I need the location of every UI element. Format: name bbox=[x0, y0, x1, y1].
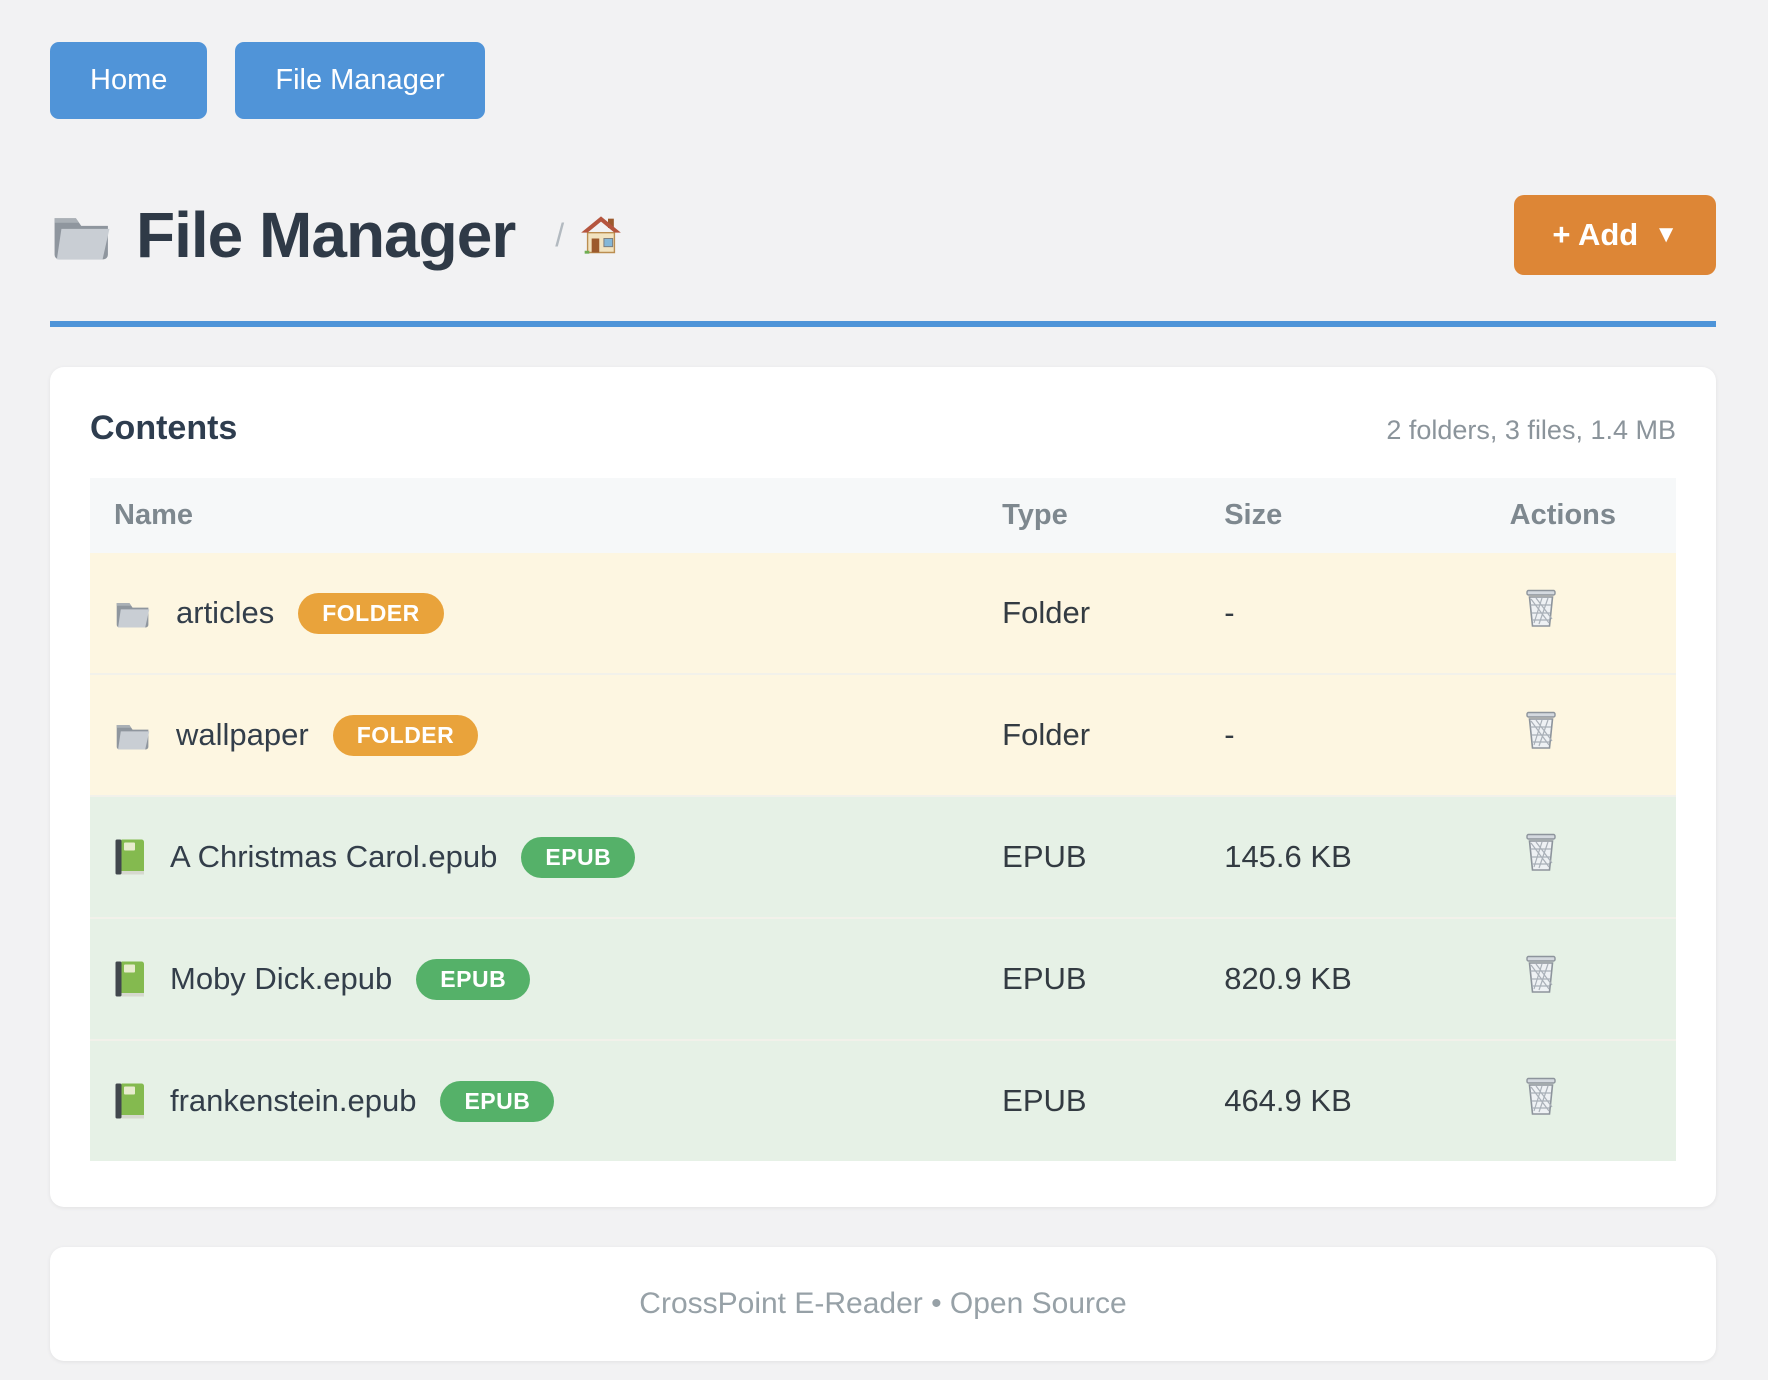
top-nav: Home File Manager bbox=[50, 42, 1716, 119]
folder-icon bbox=[116, 603, 150, 628]
accent-divider bbox=[50, 321, 1716, 327]
trash-icon bbox=[1525, 833, 1556, 871]
item-size: - bbox=[1224, 595, 1235, 630]
item-type: Folder bbox=[1002, 717, 1091, 752]
breadcrumb-separator: / bbox=[555, 216, 565, 253]
delete-button[interactable] bbox=[1510, 589, 1560, 629]
footer-text: CrossPoint E-Reader • Open Source bbox=[639, 1287, 1127, 1320]
add-button[interactable]: + Add ▼ bbox=[1514, 195, 1716, 275]
footer: CrossPoint E-Reader • Open Source bbox=[50, 1247, 1716, 1361]
table-row: wallpaper FOLDER Folder - bbox=[90, 674, 1676, 796]
item-type: Folder bbox=[1002, 595, 1091, 630]
type-badge: EPUB bbox=[416, 958, 531, 1000]
item-name[interactable]: frankenstein.epub bbox=[170, 1083, 417, 1118]
item-type: EPUB bbox=[1002, 839, 1087, 874]
table-row: frankenstein.epub EPUB EPUB 464.9 KB bbox=[90, 1040, 1676, 1161]
page-title: File Manager bbox=[136, 199, 516, 271]
nav-home-button[interactable]: Home bbox=[50, 42, 208, 119]
folder-icon bbox=[54, 218, 110, 260]
folder-link[interactable]: wallpaper FOLDER bbox=[114, 714, 954, 756]
item-name[interactable]: wallpaper bbox=[176, 717, 309, 752]
title-wrap: File Manager / bbox=[50, 198, 622, 272]
column-header-size: Size bbox=[1200, 478, 1486, 553]
column-header-actions: Actions bbox=[1485, 478, 1676, 553]
trash-icon bbox=[1525, 711, 1556, 749]
file-link[interactable]: A Christmas Carol.epub EPUB bbox=[114, 836, 954, 878]
folder-icon bbox=[116, 725, 150, 750]
contents-title: Contents bbox=[90, 409, 238, 447]
delete-button[interactable] bbox=[1510, 955, 1560, 995]
item-type: EPUB bbox=[1002, 961, 1087, 996]
file-link[interactable]: Moby Dick.epub EPUB bbox=[114, 958, 954, 1000]
book-icon bbox=[115, 839, 144, 875]
item-size: 464.9 KB bbox=[1224, 1083, 1352, 1118]
delete-button[interactable] bbox=[1510, 1077, 1560, 1117]
type-badge: EPUB bbox=[440, 1080, 555, 1122]
type-badge: FOLDER bbox=[298, 592, 444, 634]
delete-button[interactable] bbox=[1510, 833, 1560, 873]
home-icon[interactable] bbox=[580, 215, 622, 255]
trash-icon bbox=[1525, 955, 1556, 993]
book-icon bbox=[115, 1083, 144, 1119]
type-badge: EPUB bbox=[521, 836, 636, 878]
type-badge: FOLDER bbox=[332, 714, 479, 756]
folder-link[interactable]: articles FOLDER bbox=[114, 592, 954, 634]
file-table: Name Type Size Actions articles FOLDER bbox=[90, 478, 1676, 1161]
delete-button[interactable] bbox=[1510, 711, 1560, 751]
page-header: File Manager / + Add ▼ bbox=[50, 195, 1716, 275]
contents-card: Contents 2 folders, 3 files, 1.4 MB Name… bbox=[50, 367, 1716, 1207]
file-link[interactable]: frankenstein.epub EPUB bbox=[114, 1080, 954, 1122]
column-header-name: Name bbox=[90, 478, 979, 553]
breadcrumb: / bbox=[555, 215, 622, 255]
contents-card-header: Contents 2 folders, 3 files, 1.4 MB bbox=[90, 409, 1676, 448]
table-row: articles FOLDER Folder - bbox=[90, 553, 1676, 674]
trash-icon bbox=[1525, 589, 1556, 627]
trash-icon bbox=[1525, 1077, 1556, 1115]
chevron-down-icon: ▼ bbox=[1654, 221, 1678, 248]
nav-file-manager-button[interactable]: File Manager bbox=[235, 42, 485, 119]
table-row: Moby Dick.epub EPUB EPUB 820.9 KB bbox=[90, 918, 1676, 1040]
table-row: A Christmas Carol.epub EPUB EPUB 145.6 K… bbox=[90, 796, 1676, 918]
item-size: 820.9 KB bbox=[1224, 961, 1352, 996]
contents-summary: 2 folders, 3 files, 1.4 MB bbox=[1386, 415, 1676, 445]
item-name[interactable]: articles bbox=[176, 595, 275, 630]
book-icon bbox=[115, 961, 144, 997]
column-header-type: Type bbox=[978, 478, 1201, 553]
item-name[interactable]: Moby Dick.epub bbox=[170, 961, 393, 996]
table-header-row: Name Type Size Actions bbox=[90, 478, 1676, 553]
item-size: - bbox=[1224, 717, 1235, 752]
add-button-label: + Add bbox=[1552, 217, 1639, 252]
item-type: EPUB bbox=[1002, 1083, 1087, 1118]
item-size: 145.6 KB bbox=[1224, 839, 1352, 874]
item-name[interactable]: A Christmas Carol.epub bbox=[170, 839, 498, 874]
